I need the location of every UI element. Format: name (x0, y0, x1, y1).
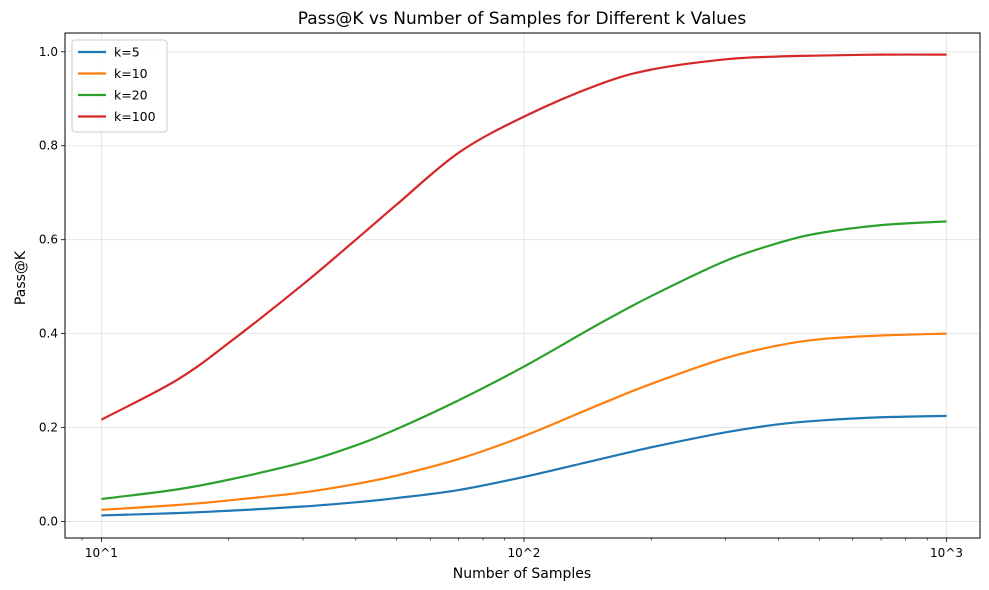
x-tick-label: 10^3 (930, 546, 963, 560)
y-tick-label: 0.4 (39, 327, 58, 341)
grid-layer (65, 33, 980, 538)
y-axis-label: Pass@K (13, 250, 29, 305)
legend-label-k-10: k=10 (114, 66, 148, 81)
plot-frame (64, 32, 981, 539)
series-line-k-5 (101, 414, 947, 517)
x-tick-label: 10^1 (85, 546, 118, 560)
y-tick-label: 0.0 (39, 515, 58, 529)
chart-title: Pass@K vs Number of Samples for Differen… (298, 9, 747, 29)
legend-label-k-20: k=20 (114, 88, 148, 103)
legend-label-k-5: k=5 (114, 45, 140, 60)
legend: k=5 k=10 k=20 k=100 (71, 39, 168, 133)
x-tick-label: 10^2 (507, 546, 540, 560)
legend-label-k-100: k=100 (114, 109, 156, 124)
x-axis-label: Number of Samples (453, 566, 591, 582)
y-tick-label: 0.8 (39, 139, 58, 153)
y-tick-label: 0.6 (39, 233, 58, 247)
legend-box (71, 39, 168, 133)
series-line-k-100 (100, 53, 947, 421)
y-tick-label: 1.0 (39, 45, 58, 59)
series-layer (100, 53, 947, 517)
tick-layer: 10^1 10^2 10^3 0.0 0.2 0.4 0.6 0.8 1.0 (39, 45, 963, 560)
series-line-k-20 (101, 220, 947, 501)
y-tick-label: 0.2 (39, 421, 58, 435)
series-line-k-10 (101, 332, 947, 511)
